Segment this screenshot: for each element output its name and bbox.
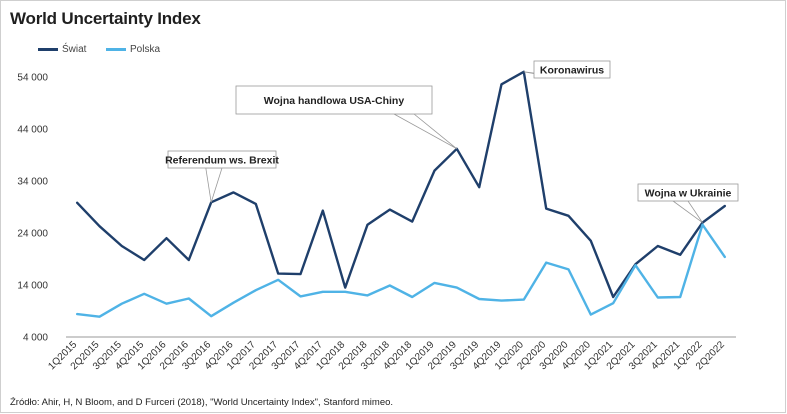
legend-swatch-swiat bbox=[38, 47, 58, 51]
series-line-swiat bbox=[75, 70, 726, 299]
callout-box bbox=[637, 183, 739, 202]
y-tick-label: 14 000 bbox=[17, 281, 48, 292]
callout-label: Koronawirus bbox=[540, 64, 604, 76]
y-tick-label: 54 000 bbox=[17, 73, 48, 84]
callout-pointer bbox=[205, 167, 223, 203]
legend-item-polska: Polska bbox=[106, 44, 160, 55]
callout-pointer bbox=[393, 113, 458, 150]
callout-label: Referendum ws. Brexit bbox=[165, 154, 279, 166]
callout-label: Wojna handlowa USA-Chiny bbox=[264, 95, 405, 107]
source-note: Źródło: Ahir, H, N Bloom, and D Furceri … bbox=[10, 397, 394, 408]
callout-pointer bbox=[671, 200, 703, 223]
legend-label-polska: Polska bbox=[130, 44, 161, 55]
legend-swatch-polska bbox=[106, 47, 126, 51]
legend-label-swiat: Świat bbox=[62, 44, 87, 55]
callout-box bbox=[533, 60, 611, 79]
y-tick-label: 4 000 bbox=[23, 333, 48, 344]
legend-item-swiat: Świat bbox=[38, 44, 86, 55]
y-tick-label: 34 000 bbox=[17, 177, 48, 188]
callout-label: Wojna w Ukrainie bbox=[645, 187, 732, 199]
y-tick-label: 24 000 bbox=[17, 229, 48, 240]
callout-box bbox=[167, 150, 277, 169]
series-line-polska bbox=[75, 223, 726, 318]
y-tick-label: 44 000 bbox=[17, 125, 48, 136]
callout-box bbox=[235, 85, 433, 115]
chart-title: World Uncertainty Index bbox=[10, 9, 201, 28]
